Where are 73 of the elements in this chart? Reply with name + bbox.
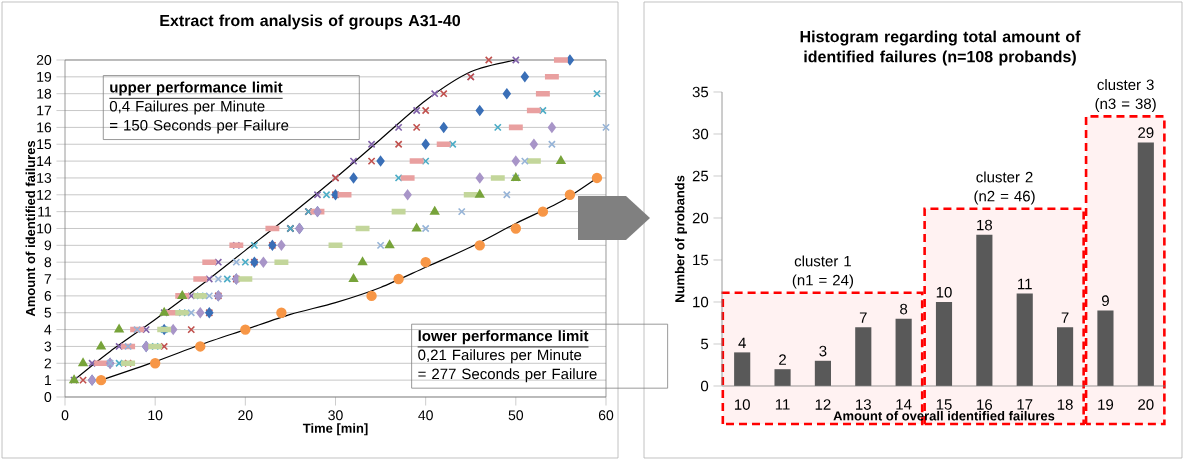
data-label: 9 (1101, 295, 1109, 306)
data-label: 8 (900, 303, 908, 315)
x-axis-title: Time [min] (302, 423, 368, 436)
y-axis-title: Amount of identified failures (25, 140, 36, 317)
y-tick-label: 18 (37, 88, 52, 99)
y-tick-label: 6 (44, 290, 52, 301)
band-label: cluster 2 (n2 = 46) (974, 171, 1035, 205)
y-tick-label: 17 (37, 105, 52, 116)
y-tick-label: 1 (45, 375, 52, 385)
y-tick-label: 19 (37, 71, 52, 82)
y-tick-label: 20 (36, 55, 52, 65)
data-label: 29 (1138, 127, 1154, 138)
annotation: 0,4 Failures per Minute (109, 100, 265, 115)
y-tick-label: 15 (37, 139, 52, 150)
y-tick-label: 0 (700, 380, 709, 392)
data-label: 3 (819, 345, 827, 357)
annotation: lower performance limit (418, 330, 589, 345)
y-tick-label: 10 (37, 223, 52, 234)
y-tick-label: 10 (693, 296, 709, 308)
y-tick-label: 12 (37, 189, 52, 200)
y-tick-label: 4 (44, 324, 52, 335)
y-tick-label: 3 (44, 341, 52, 352)
y-tick-label: 20 (692, 212, 709, 224)
chart-title: Extract from analysis of groups A31-40 (160, 14, 461, 30)
annotation: 0,21 Failures per Minute (418, 349, 582, 364)
data-label: 10 (936, 286, 952, 298)
x-tick-label: 18 (1057, 399, 1073, 410)
data-label: 11 (1018, 278, 1032, 290)
y-tick-label: 5 (700, 338, 709, 350)
y-tick-label: 13 (37, 173, 52, 183)
y-axis-title: Number of probands (674, 175, 687, 303)
y-tick-label: 15 (693, 254, 709, 266)
x-tick-label: 0 (61, 410, 69, 421)
x-tick-label: 60 (598, 410, 614, 421)
x-tick-label: 20 (238, 410, 253, 421)
y-tick-label: 35 (692, 86, 709, 98)
annotation: = 150 Seconds per Failure (110, 119, 289, 134)
x-tick-label: 10 (734, 399, 750, 410)
x-tick-label: 30 (328, 410, 343, 421)
x-tick-label: 20 (1138, 399, 1154, 410)
y-tick-label: 5 (44, 307, 52, 318)
x-tick-label: 13 (856, 399, 871, 410)
band-label: cluster 3 (n3 = 38) (1095, 79, 1156, 112)
x-tick-label: 40 (418, 410, 433, 421)
y-tick-label: 8 (44, 257, 52, 268)
y-tick-label: 9 (44, 240, 52, 251)
data-label: 7 (1061, 312, 1069, 323)
annotation: = 277 Seconds per Failure (418, 368, 597, 383)
x-axis-title: Amount of overall identified failures (833, 410, 1055, 421)
x-tick-label: 16 (977, 399, 993, 410)
y-tick-label: 0 (44, 392, 52, 402)
x-tick-label: 50 (508, 410, 524, 421)
x-tick-label: 17 (1017, 399, 1033, 410)
x-tick-label: 11 (775, 399, 790, 410)
x-tick-label: 14 (896, 399, 912, 410)
y-tick-label: 14 (37, 156, 52, 166)
y-tick-label: 30 (692, 128, 709, 140)
annotation: upper performance limit (110, 81, 283, 96)
y-tick-label: 25 (692, 170, 709, 182)
x-tick-label: 19 (1098, 399, 1114, 410)
band-label: cluster 1 (n1 = 24) (792, 255, 854, 289)
data-label: 4 (738, 337, 746, 348)
data-label: 18 (977, 219, 993, 231)
data-label: 7 (859, 312, 867, 323)
y-tick-label: 2 (44, 358, 52, 369)
y-tick-label: 7 (44, 274, 52, 284)
x-tick-label: 15 (936, 399, 952, 410)
x-tick-label: 10 (148, 410, 163, 421)
data-label: 2 (779, 354, 786, 365)
chart-title: Histogram regarding total amount of identified failures (n=108 probands) (800, 30, 1081, 66)
y-tick-label: 11 (38, 206, 52, 217)
x-tick-label: 12 (815, 399, 831, 410)
y-tick-label: 16 (37, 122, 52, 133)
